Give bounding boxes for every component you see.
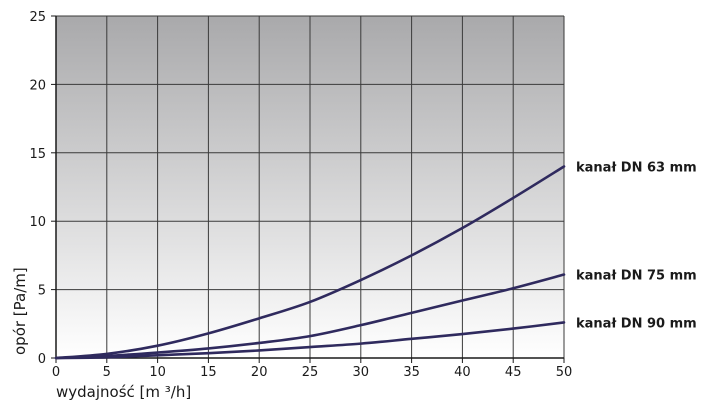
x-tick-label: 10 <box>149 365 166 380</box>
series-line <box>54 165 566 360</box>
x-tick-label: 20 <box>251 365 268 380</box>
series-label: kanał DN 75 mm <box>576 269 697 284</box>
tick-labels: 0 5 10 15 20 25 30 35 40 45 50 0 5 10 15 20 25 <box>29 10 572 380</box>
x-axis-label: wydajność [m ³/h] <box>56 383 191 401</box>
x-tick-label: 25 <box>302 365 319 380</box>
series-line <box>54 273 566 360</box>
x-tick-label: 30 <box>353 365 370 380</box>
x-tick-label: 35 <box>403 365 420 380</box>
series-label: kanał DN 63 mm <box>576 160 697 175</box>
y-tick-label: 10 <box>29 215 46 230</box>
series-label: kanał DN 90 mm <box>576 316 697 331</box>
series-line <box>54 321 566 360</box>
y-tick-label: 25 <box>29 10 46 25</box>
x-tick-label: 5 <box>103 365 111 380</box>
x-tick-label: 45 <box>505 365 522 380</box>
series-lines <box>54 165 566 360</box>
x-tick-label: 40 <box>454 365 471 380</box>
y-tick-label: 5 <box>38 284 46 299</box>
grid-lines <box>55 15 565 359</box>
y-tick-label: 20 <box>29 78 46 93</box>
x-tick-label: 50 <box>556 365 573 380</box>
x-tick-label: 15 <box>200 365 217 380</box>
y-tick-label: 0 <box>38 352 46 367</box>
y-tick-label: 15 <box>29 147 46 162</box>
series-labels: kanał DN 63 mm kanał DN 75 mm kanał DN 90 … <box>576 160 697 331</box>
x-tick-label: 0 <box>52 365 60 380</box>
y-axis-label: opór [Pa/m] <box>11 267 29 355</box>
